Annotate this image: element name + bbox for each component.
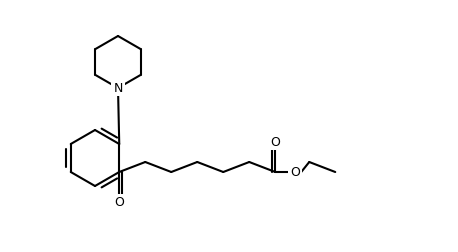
Text: N: N	[113, 81, 123, 94]
Text: O: O	[114, 196, 124, 208]
Text: O: O	[270, 136, 280, 148]
Text: O: O	[290, 166, 300, 178]
